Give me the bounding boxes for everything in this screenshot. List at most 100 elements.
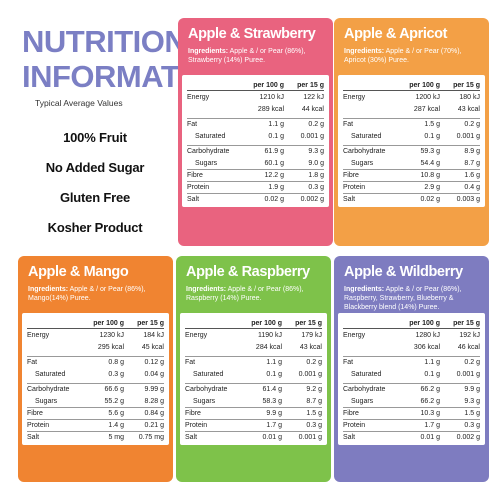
header-per-15g: per 15 g (295, 319, 322, 327)
nutrient-label: Sugars (195, 159, 218, 167)
protein-row: Protein 1.7 g 0.3 g (343, 419, 480, 431)
value-per-100g: 12.2 g (264, 172, 284, 179)
value-per-100g: 60.1 g (264, 159, 284, 167)
value-per-100g: 1.7 g (424, 422, 440, 429)
header-per-100g: per 100 g (409, 319, 440, 327)
value-per-15g: 192 kJ (459, 331, 480, 339)
protein-row: Protein 1.9 g 0.3 g (187, 181, 324, 193)
energy-kj-row: Energy 1190 kJ 179 kJ (185, 329, 322, 341)
table-header-row: per 100 g per 15 g (185, 318, 322, 329)
ingredients-value: Apple & / or Pear (86%), Raspberry (14%)… (186, 286, 304, 302)
nutrient-label: Fat (343, 121, 354, 128)
claim-item: No Added Sugar (45, 160, 145, 175)
title-line-2: INFORMATION (22, 59, 233, 94)
value-per-100g: 1210 kJ (259, 93, 284, 101)
nutrition-table: per 100 g per 15 g Energy 1200 kJ 180 kJ 287 … (338, 75, 485, 207)
salt-row: Salt 5 mg 0.75 mg (27, 431, 164, 443)
nutrient-label: Protein (343, 184, 366, 191)
ingredients-label: Ingredients: (188, 48, 229, 55)
fat-row: Fat 1.1 g 0.2 g (187, 118, 324, 130)
saturated-row: Saturated 0.1 g 0.001 g (343, 130, 480, 142)
nutrition-card-apricot: Apple & Apricot Ingredients: Apple & / or… (334, 18, 489, 246)
title-line-1: NUTRITION (22, 24, 187, 59)
ingredients-text: Ingredients: Apple & / or Pear (86%), Ma… (22, 285, 169, 313)
sugars-row: Sugars 54.4 g 8.7 g (343, 157, 480, 169)
value-per-100g: 1.7 g (266, 422, 282, 429)
value-per-100g: 1.1 g (268, 121, 284, 128)
protein-row: Protein 1.4 g 0.21 g (27, 419, 164, 431)
nutrient-label: Energy (185, 331, 208, 339)
value-per-15g: 0.4 g (464, 184, 480, 191)
ingredients-label: Ingredients: (344, 286, 385, 293)
nutrient-label: Energy (187, 93, 210, 101)
energy-kcal-row: 295 kcal 45 kcal (27, 341, 164, 353)
product-name: Apple & Mango (28, 264, 129, 280)
ingredients-value: Apple & / or Pear (70%), Apricot (30%) P… (344, 48, 462, 64)
value-per-100g: 1.1 g (424, 359, 440, 366)
sugars-row: Sugars 60.1 g 9.0 g (187, 157, 324, 169)
nutrition-table: per 100 g per 15 g Energy 1210 kJ 122 kJ 289 … (182, 75, 329, 207)
value-per-15g: 45 kcal (141, 343, 164, 351)
sugars-row: Sugars 55.2 g 8.28 g (27, 395, 164, 407)
nutrient-label: Saturated (351, 132, 382, 140)
energy-kj-row: Energy 1200 kJ 180 kJ (343, 91, 480, 103)
nutrient-label: Fibre (187, 172, 203, 179)
energy-kcal-row: 287 kcal 43 kcal (343, 103, 480, 115)
value-per-15g: 9.9 g (464, 386, 480, 393)
value-per-15g: 8.28 g (144, 397, 164, 405)
value-per-15g: 0.21 g (144, 422, 164, 429)
value-per-15g: 8.9 g (464, 148, 480, 155)
value-per-15g: 180 kJ (459, 93, 480, 101)
nutrition-table: per 100 g per 15 g Energy 1230 kJ 184 kJ 295 … (22, 313, 169, 445)
value-per-100g: 0.1 g (424, 370, 440, 378)
value-per-100g: 1.5 g (424, 121, 440, 128)
energy-kcal-row: 284 kcal 43 kcal (185, 341, 322, 353)
carbohydrate-row: Carbohydrate 61.4 g 9.2 g (185, 383, 322, 395)
subtitle: Typical Average Values (35, 98, 123, 108)
nutrient-label: Fat (27, 359, 38, 366)
value-per-15g: 179 kJ (301, 331, 322, 339)
fat-row: Fat 1.5 g 0.2 g (343, 118, 480, 130)
energy-kcal-row: 306 kcal 46 kcal (343, 341, 480, 353)
header-per-100g: per 100 g (409, 81, 440, 89)
nutrient-label: Fibre (343, 172, 359, 179)
value-per-100g: 289 kcal (257, 105, 284, 113)
nutrient-label: Sugars (351, 397, 374, 405)
value-per-15g: 9.2 g (306, 386, 322, 393)
ingredients-value: Apple & / or Pear (86%), Strawberry (14%… (188, 48, 306, 64)
header-per-100g: per 100 g (253, 81, 284, 89)
value-per-15g: 1.6 g (464, 172, 480, 179)
header-per-15g: per 15 g (453, 81, 480, 89)
claim-item: Gluten Free (59, 190, 131, 205)
value-per-15g: 0.2 g (308, 121, 324, 128)
product-name: Apple & Strawberry (188, 26, 316, 42)
header-per-15g: per 15 g (137, 319, 164, 327)
nutrient-label: Saturated (195, 132, 226, 140)
nutrition-table: per 100 g per 15 g Energy 1190 kJ 179 kJ 284 … (180, 313, 327, 445)
value-per-100g: 9.9 g (266, 410, 282, 417)
carbohydrate-row: Carbohydrate 66.6 g 9.99 g (27, 383, 164, 395)
energy-kj-row: Energy 1280 kJ 192 kJ (343, 329, 480, 341)
table-header-row: per 100 g per 15 g (343, 80, 480, 91)
saturated-row: Saturated 0.1 g 0.001 g (185, 368, 322, 380)
value-per-15g: 0.2 g (306, 359, 322, 366)
nutrient-label: Carbohydrate (343, 386, 386, 393)
ingredients-label: Ingredients: (186, 286, 227, 293)
ingredients-text: Ingredients: Apple & / or Pear (86%), Ra… (338, 285, 485, 313)
value-per-100g: 1.4 g (108, 422, 124, 429)
value-per-15g: 1.5 g (464, 410, 480, 417)
header-per-15g: per 15 g (453, 319, 480, 327)
claim-item: Kosher Product (47, 220, 143, 235)
salt-row: Salt 0.01 g 0.001 g (185, 431, 322, 443)
value-per-15g: 0.002 g (456, 434, 480, 441)
sugars-row: Sugars 66.2 g 9.3 g (343, 395, 480, 407)
value-per-15g: 0.001 g (300, 132, 324, 140)
energy-kj-row: Energy 1230 kJ 184 kJ (27, 329, 164, 341)
ingredients-text: Ingredients: Apple & / or Pear (70%), Ap… (338, 47, 485, 75)
product-name: Apple & Apricot (344, 26, 448, 42)
nutrient-label: Saturated (351, 370, 382, 378)
nutrient-label: Protein (185, 422, 208, 429)
nutrient-label: Saturated (193, 370, 224, 378)
nutrient-label: Carbohydrate (343, 148, 386, 155)
fibre-row: Fibre 10.8 g 1.6 g (343, 169, 480, 181)
